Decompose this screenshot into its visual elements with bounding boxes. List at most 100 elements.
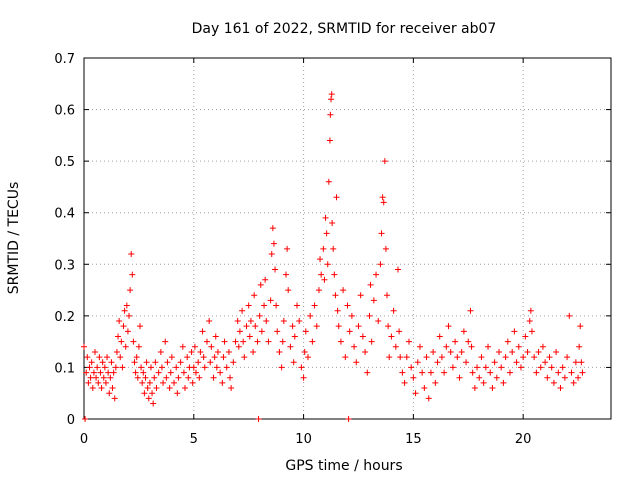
data-point (141, 390, 148, 397)
data-point (320, 245, 327, 252)
data-point (375, 318, 382, 325)
chart-title: Day 161 of 2022, SRMTID for receiver ab0… (192, 21, 497, 37)
data-point (240, 338, 247, 345)
data-point (362, 348, 369, 355)
data-point (212, 333, 219, 340)
data-point (309, 338, 316, 345)
y-tick-label: 0.5 (54, 155, 75, 170)
data-point (128, 250, 135, 257)
data-point (132, 369, 139, 376)
data-point (322, 214, 329, 221)
data-point (166, 385, 173, 392)
data-point (129, 271, 136, 278)
data-point (438, 354, 445, 361)
data-point (373, 271, 380, 278)
data-point (414, 359, 421, 366)
data-point (520, 354, 527, 361)
x-tick-label: 10 (295, 432, 312, 447)
data-point (441, 369, 448, 376)
data-point (579, 369, 586, 376)
data-point (99, 359, 106, 366)
data-point (211, 354, 218, 361)
data-point (522, 333, 529, 340)
data-point (195, 359, 202, 366)
data-point (243, 323, 250, 330)
data-point (504, 338, 511, 345)
data-point (434, 359, 441, 366)
data-point (185, 374, 192, 381)
data-point (171, 379, 178, 386)
data-point (200, 354, 207, 361)
data-point (207, 359, 214, 366)
data-point (269, 225, 276, 232)
data-point (196, 374, 203, 381)
data-point (179, 343, 186, 350)
data-point (348, 312, 355, 319)
data-point (227, 374, 234, 381)
data-point (98, 385, 105, 392)
data-point (328, 91, 335, 98)
data-point (120, 323, 127, 330)
data-point (388, 333, 395, 340)
x-tick-label: 0 (80, 432, 88, 447)
data-point (220, 354, 227, 361)
data-point (318, 271, 325, 278)
data-point (489, 385, 496, 392)
data-point (284, 245, 291, 252)
data-point (330, 245, 337, 252)
data-point (467, 307, 474, 314)
data-point (447, 348, 454, 355)
data-point (559, 364, 566, 371)
data-point (515, 343, 522, 350)
data-point (465, 338, 472, 345)
data-point (126, 312, 133, 319)
data-point (225, 348, 232, 355)
data-point (163, 374, 170, 381)
y-tick-label: 0 (67, 413, 75, 428)
x-tick-label: 5 (190, 432, 198, 447)
data-point (561, 374, 568, 381)
data-point (326, 137, 333, 144)
data-point (572, 359, 579, 366)
data-point (377, 261, 384, 268)
data-point (257, 281, 264, 288)
data-point (333, 194, 340, 201)
data-point (517, 364, 524, 371)
data-point (346, 328, 353, 335)
data-point (232, 338, 239, 345)
data-point (147, 364, 154, 371)
data-point (219, 379, 226, 386)
data-point (548, 364, 555, 371)
data-point (436, 333, 443, 340)
x-tick-label: 20 (515, 432, 532, 447)
data-point (245, 302, 252, 309)
data-point (570, 379, 577, 386)
data-point (152, 359, 159, 366)
data-point (544, 374, 551, 381)
data-point (456, 374, 463, 381)
data-point (96, 354, 103, 361)
data-point (102, 379, 109, 386)
data-point (539, 343, 546, 350)
data-point (118, 338, 125, 345)
data-point (443, 343, 450, 350)
data-point (331, 271, 338, 278)
data-point (150, 400, 157, 407)
data-point (124, 328, 131, 335)
data-point (258, 328, 265, 335)
data-point (474, 364, 481, 371)
data-point (190, 364, 197, 371)
data-point (94, 364, 101, 371)
data-point (528, 328, 535, 335)
data-point (91, 348, 98, 355)
data-point (86, 364, 93, 371)
data-point (97, 369, 104, 376)
data-point (143, 359, 150, 366)
data-point (469, 369, 476, 376)
data-point (234, 318, 241, 325)
data-point (401, 379, 408, 386)
data-point (359, 333, 366, 340)
data-point (228, 385, 235, 392)
data-point (81, 343, 87, 350)
data-point (478, 354, 485, 361)
